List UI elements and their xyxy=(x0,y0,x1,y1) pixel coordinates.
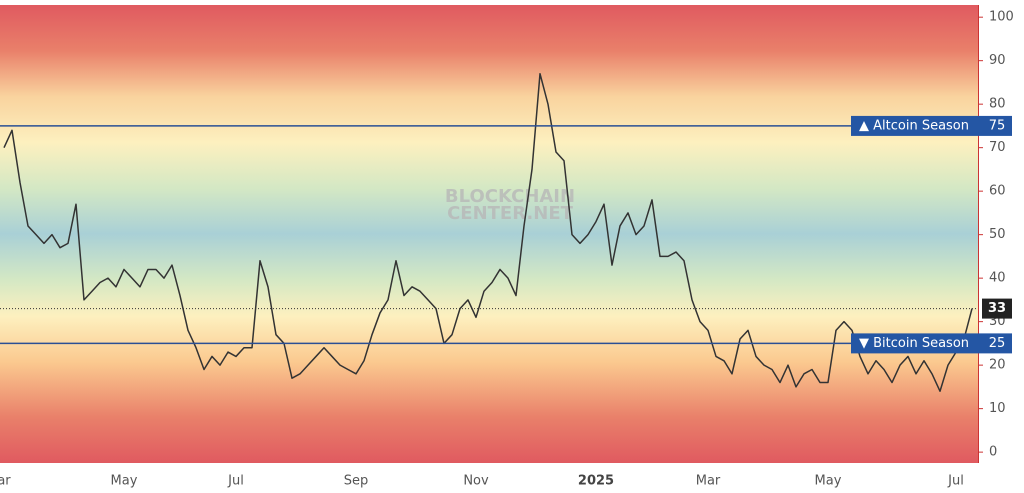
y-tick-label: 90 xyxy=(989,53,1006,68)
x-tick-label: Nov xyxy=(463,474,489,489)
y-tick-label: 100 xyxy=(989,10,1014,25)
current-value-box xyxy=(982,298,1012,319)
y-tick-label: 60 xyxy=(989,184,1006,199)
reference-value: 25 xyxy=(989,336,1006,351)
reference-value: 75 xyxy=(989,118,1006,133)
watermark: CENTER.NET xyxy=(447,203,574,224)
x-tick-label: Sep xyxy=(344,474,369,489)
y-tick-label: 10 xyxy=(989,401,1006,416)
y-tick-label: 20 xyxy=(989,358,1006,373)
current-value-label: 33 xyxy=(988,301,1006,316)
series-line xyxy=(3,72,973,392)
plot-background xyxy=(0,5,978,463)
x-tick-label: ar xyxy=(0,474,11,489)
reference-label-box xyxy=(851,115,1012,136)
reference-label: ▼ Bitcoin Season xyxy=(859,336,969,351)
y-tick-label: 80 xyxy=(989,97,1006,112)
x-tick-label: Mar xyxy=(696,474,721,489)
y-tick-label: 70 xyxy=(989,140,1006,155)
x-tick-label: Jul xyxy=(227,474,244,489)
y-tick-label: 40 xyxy=(989,271,1006,286)
reference-label: ▲ Altcoin Season xyxy=(859,118,969,133)
reference-label-box xyxy=(851,333,1012,354)
x-tick-label: May xyxy=(111,474,138,489)
watermark: BLOCKCHAIN xyxy=(445,186,575,207)
y-tick-label: 50 xyxy=(989,227,1006,242)
x-tick-label: May xyxy=(815,474,842,489)
x-tick-label: 2025 xyxy=(578,474,614,489)
x-tick-label: Jul xyxy=(947,474,964,489)
y-tick-label: 0 xyxy=(989,445,997,460)
